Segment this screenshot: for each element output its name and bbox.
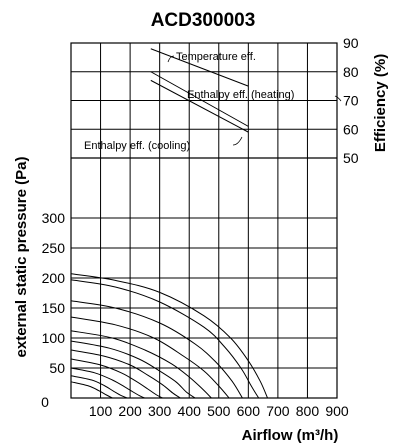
pressure-curve bbox=[70, 300, 243, 399]
x-tick-label: 100 bbox=[89, 403, 113, 419]
pressure-curve bbox=[70, 349, 181, 399]
efficiency-line-label: Enthalpy eff. (heating) bbox=[187, 89, 294, 101]
y-tick-label-pressure: 50 bbox=[49, 360, 65, 376]
y-tick-label-pressure: 150 bbox=[42, 300, 66, 316]
label-leader bbox=[167, 55, 175, 63]
pressure-curves bbox=[70, 273, 268, 399]
x-tick-label: 600 bbox=[237, 403, 261, 419]
pressure-curve bbox=[70, 367, 146, 399]
efficiency-line bbox=[150, 48, 249, 87]
x-zero-tick-label: 0 bbox=[41, 394, 49, 410]
efficiency-line bbox=[150, 71, 249, 127]
x-tick-label: 700 bbox=[266, 403, 290, 419]
tick-labels: 100 200 300 400 500 600 700 800 9005010015020025… bbox=[42, 35, 359, 419]
pressure-curve bbox=[70, 358, 163, 399]
x-tick-label: 400 bbox=[178, 403, 202, 419]
y-axis-left-label: external static pressure (Pa) bbox=[13, 157, 30, 358]
pressure-curve bbox=[70, 279, 260, 399]
y-tick-label-pressure: 200 bbox=[42, 270, 66, 286]
y-tick-label-efficiency: 80 bbox=[343, 64, 359, 80]
efficiency-line bbox=[150, 79, 249, 133]
pressure-curve bbox=[70, 375, 128, 399]
efficiency-line-label: Enthalpy eff. (cooling) bbox=[84, 140, 190, 152]
pressure-curve bbox=[70, 273, 268, 399]
y-tick-label-pressure: 100 bbox=[42, 330, 66, 346]
y-tick-label-pressure: 250 bbox=[42, 240, 66, 256]
x-tick-label: 900 bbox=[325, 403, 349, 419]
y-tick-label-efficiency: 70 bbox=[343, 93, 359, 109]
label-leader bbox=[232, 136, 243, 146]
y-tick-label-efficiency: 90 bbox=[343, 35, 359, 51]
x-axis-label: Airflow (m³/h) bbox=[242, 427, 339, 444]
pressure-curve bbox=[70, 381, 113, 399]
pressure-curve bbox=[70, 330, 212, 399]
efficiency-lines: Temperature eff. Enthalpy eff. (heating) E… bbox=[84, 48, 342, 152]
chart-title: ACD300003 bbox=[151, 10, 256, 31]
grid bbox=[70, 42, 338, 399]
x-tick-label: 300 bbox=[148, 403, 172, 419]
x-tick-label: 800 bbox=[296, 403, 320, 419]
y-tick-label-efficiency: 60 bbox=[343, 121, 359, 137]
y-axis-right-label: Efficiency (%) bbox=[372, 54, 389, 152]
pressure-curve bbox=[70, 316, 230, 399]
label-leader bbox=[334, 95, 342, 102]
x-tick-label: 500 bbox=[207, 403, 231, 419]
efficiency-line-label: Temperature eff. bbox=[176, 51, 256, 63]
x-tick-label: 200 bbox=[118, 403, 142, 419]
y-tick-label-efficiency: 50 bbox=[343, 150, 359, 166]
y-tick-label-pressure: 300 bbox=[42, 210, 66, 226]
pressure-curve bbox=[70, 340, 196, 399]
